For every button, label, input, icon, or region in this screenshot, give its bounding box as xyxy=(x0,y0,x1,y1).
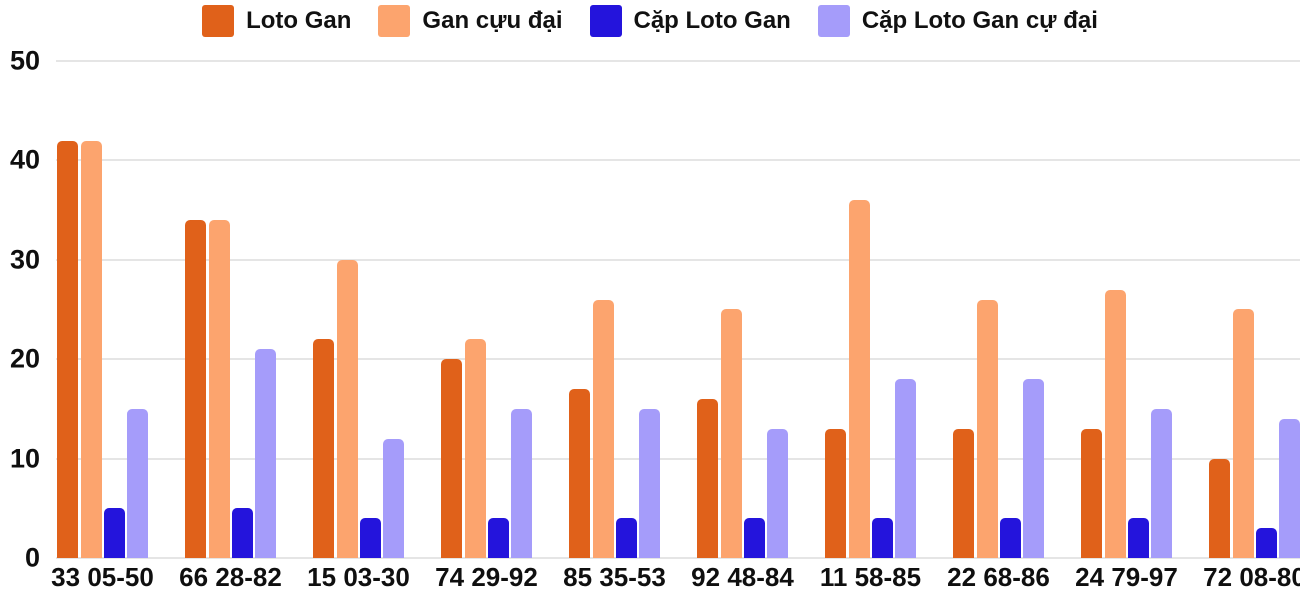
bar[interactable] xyxy=(825,429,846,558)
y-axis-tick-label: 10 xyxy=(9,443,40,474)
x-axis-category-label: 15 03-30 xyxy=(307,562,410,592)
bar[interactable] xyxy=(569,389,590,558)
y-axis-tick-label: 0 xyxy=(24,542,40,573)
gridline xyxy=(56,457,1300,460)
legend-item[interactable]: Loto Gan xyxy=(202,5,351,37)
bar[interactable] xyxy=(639,409,660,558)
bar[interactable] xyxy=(767,429,788,558)
legend-item[interactable]: Cặp Loto Gan xyxy=(589,5,791,37)
bar[interactable] xyxy=(127,409,148,558)
legend-label: Cặp Loto Gan cự đại xyxy=(861,7,1098,34)
bar[interactable] xyxy=(1081,429,1102,558)
bar[interactable] xyxy=(465,339,486,558)
bar[interactable] xyxy=(57,141,78,558)
bar[interactable] xyxy=(255,349,276,558)
legend-label: Gan cựu đại xyxy=(422,7,563,34)
bar[interactable] xyxy=(1128,518,1149,558)
bar[interactable] xyxy=(1209,459,1230,558)
legend-label: Loto Gan xyxy=(246,7,352,34)
bar[interactable] xyxy=(895,379,916,558)
x-axis-category-label: 66 28-82 xyxy=(179,562,282,592)
x-axis-category-label: 24 79-97 xyxy=(1075,562,1178,592)
bar[interactable] xyxy=(337,260,358,558)
x-axis-category-label: 92 48-84 xyxy=(691,562,794,592)
bar[interactable] xyxy=(872,518,893,558)
bar[interactable] xyxy=(1151,409,1172,558)
bar[interactable] xyxy=(1279,419,1300,558)
bar[interactable] xyxy=(849,200,870,558)
bar[interactable] xyxy=(1105,290,1126,558)
legend-item[interactable]: Gan cựu đại xyxy=(378,5,563,37)
legend-swatch-icon xyxy=(202,5,235,37)
bar[interactable] xyxy=(185,220,206,558)
gridline xyxy=(56,159,1300,162)
bar[interactable] xyxy=(81,141,102,558)
bar[interactable] xyxy=(360,518,381,558)
x-axis-category-label: 22 68-86 xyxy=(947,562,1050,592)
y-axis-tick-label: 40 xyxy=(9,144,40,175)
gridline xyxy=(56,60,1300,62)
x-axis-category-label: 74 29-92 xyxy=(435,562,538,592)
bar[interactable] xyxy=(209,220,230,558)
bar[interactable] xyxy=(488,518,509,558)
bar[interactable] xyxy=(511,409,532,558)
legend-swatch-icon xyxy=(817,5,850,37)
bar[interactable] xyxy=(313,339,334,558)
bar[interactable] xyxy=(104,508,125,558)
y-axis-tick-label: 20 xyxy=(9,343,40,374)
y-axis-tick-label: 30 xyxy=(9,244,40,275)
bar[interactable] xyxy=(1023,379,1044,558)
x-axis-category-label: 11 58-85 xyxy=(819,562,922,592)
y-axis-tick-label: 50 xyxy=(9,45,40,76)
bar[interactable] xyxy=(1000,518,1021,558)
legend-item[interactable]: Cặp Loto Gan cự đại xyxy=(817,5,1098,37)
bar[interactable] xyxy=(953,429,974,558)
x-axis-category-label: 72 08-80 xyxy=(1203,562,1300,592)
x-axis-category-label: 85 35-53 xyxy=(563,562,666,592)
bar[interactable] xyxy=(1256,528,1277,558)
bar[interactable] xyxy=(593,300,614,558)
bar[interactable] xyxy=(383,439,404,558)
legend-label: Cặp Loto Gan xyxy=(633,7,791,34)
chart-legend: Loto Gan Gan cựu đại Cặp Loto Gan Cặp Loto … xyxy=(0,3,1300,39)
bar[interactable] xyxy=(616,518,637,558)
bar[interactable] xyxy=(977,300,998,558)
bar[interactable] xyxy=(697,399,718,558)
gridline xyxy=(56,258,1300,261)
legend-swatch-icon xyxy=(589,5,622,37)
bar[interactable] xyxy=(441,359,462,558)
gridline xyxy=(56,557,1300,559)
bar[interactable] xyxy=(1233,309,1254,558)
x-axis-category-label: 33 05-50 xyxy=(51,562,154,592)
bar[interactable] xyxy=(721,309,742,558)
bar[interactable] xyxy=(744,518,765,558)
bar[interactable] xyxy=(232,508,253,558)
legend-swatch-icon xyxy=(378,5,411,37)
gridline xyxy=(56,358,1300,361)
